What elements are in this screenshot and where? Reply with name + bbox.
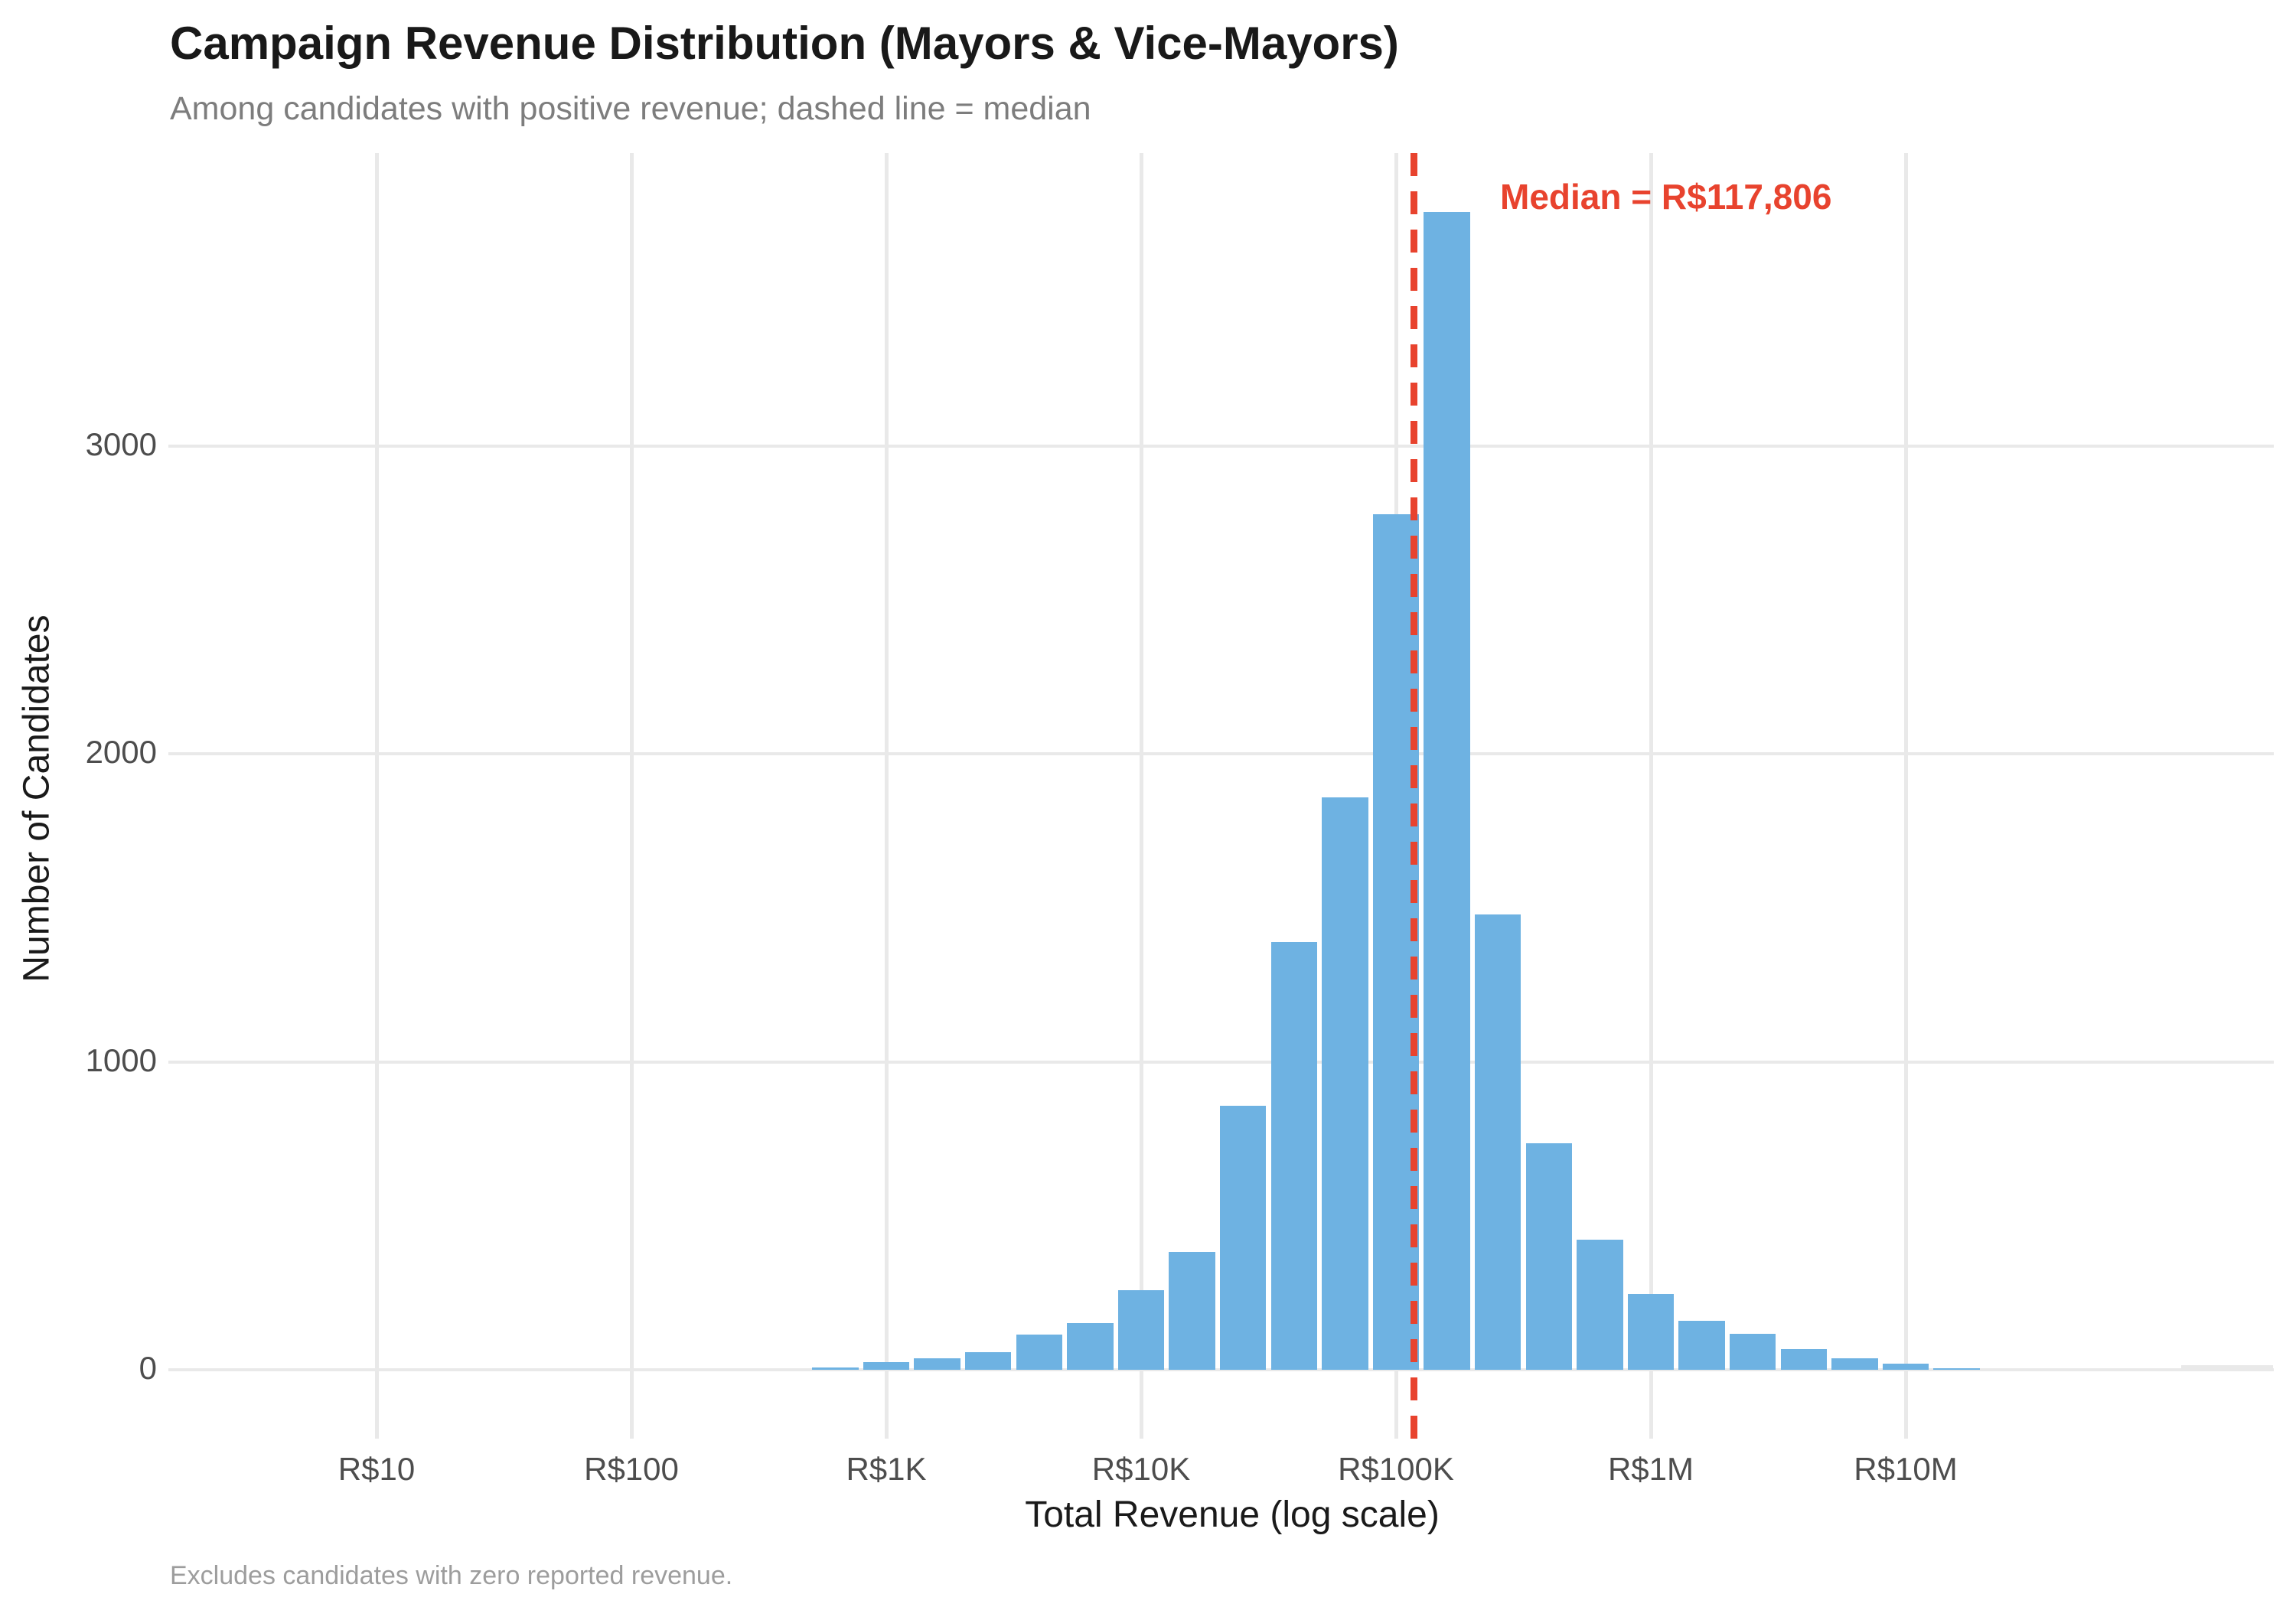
histogram-bar: [1831, 1358, 1878, 1370]
y-tick-label: 3000: [85, 426, 157, 463]
y-gridline: [168, 1060, 2274, 1064]
x-tick-label: R$1M: [1607, 1451, 1694, 1487]
chart-caption: Excludes candidates with zero reported r…: [170, 1561, 733, 1590]
histogram-bar: [964, 1352, 1012, 1370]
histogram-bar: [812, 1367, 859, 1370]
x-tick-label: R$100: [584, 1451, 679, 1487]
overflow-bar: [2180, 1365, 2273, 1370]
histogram-bar: [1474, 914, 1521, 1370]
y-gridline: [168, 445, 2274, 448]
y-tick-label: 2000: [85, 734, 157, 771]
x-tick-label: R$10M: [1854, 1451, 1958, 1487]
histogram-bar: [1780, 1349, 1828, 1370]
x-axis-title: Total Revenue (log scale): [1025, 1495, 1440, 1535]
x-tick-label: R$10K: [1091, 1451, 1191, 1487]
histogram-bar: [1169, 1251, 1215, 1370]
x-gridline: [1139, 153, 1143, 1439]
histogram-bar: [1067, 1323, 1114, 1370]
chart-title: Campaign Revenue Distribution (Mayors & …: [170, 18, 1399, 69]
histogram-bar: [1117, 1290, 1165, 1370]
x-tick-label: R$1K: [846, 1451, 927, 1487]
x-gridline: [1649, 153, 1653, 1439]
histogram-bar: [1016, 1335, 1063, 1370]
x-gridline: [629, 153, 634, 1439]
histogram-bar: [1270, 941, 1318, 1370]
median-annotation: Median = R$117,806: [1500, 177, 1832, 217]
histogram-bar: [1729, 1333, 1776, 1370]
x-tick-label: R$100K: [1338, 1451, 1454, 1487]
histogram-bar: [1627, 1294, 1675, 1370]
histogram-bar: [914, 1358, 960, 1370]
y-tick-label: 0: [139, 1350, 157, 1386]
y-gridline: [168, 752, 2274, 756]
histogram-bar: [1577, 1240, 1623, 1370]
histogram-bar: [1525, 1143, 1573, 1370]
y-tick-label: 1000: [85, 1041, 157, 1078]
histogram-bar: [1882, 1363, 1929, 1370]
y-gridline: [168, 1368, 2274, 1371]
histogram-bar: [863, 1361, 910, 1370]
chart-subtitle: Among candidates with positive revenue; …: [170, 90, 1091, 127]
histogram-bar: [1933, 1368, 1980, 1370]
histogram-bar: [1678, 1321, 1725, 1370]
histogram-bar: [1424, 212, 1470, 1370]
histogram-bar: [1219, 1105, 1267, 1370]
x-gridline: [374, 153, 379, 1439]
x-gridline: [884, 153, 889, 1439]
x-tick-label: R$10: [338, 1451, 416, 1487]
y-axis-title: Number of Candidates: [16, 614, 57, 983]
x-gridline: [1903, 153, 1908, 1439]
histogram-bar: [1322, 797, 1368, 1370]
median-line: [1411, 153, 1418, 1439]
